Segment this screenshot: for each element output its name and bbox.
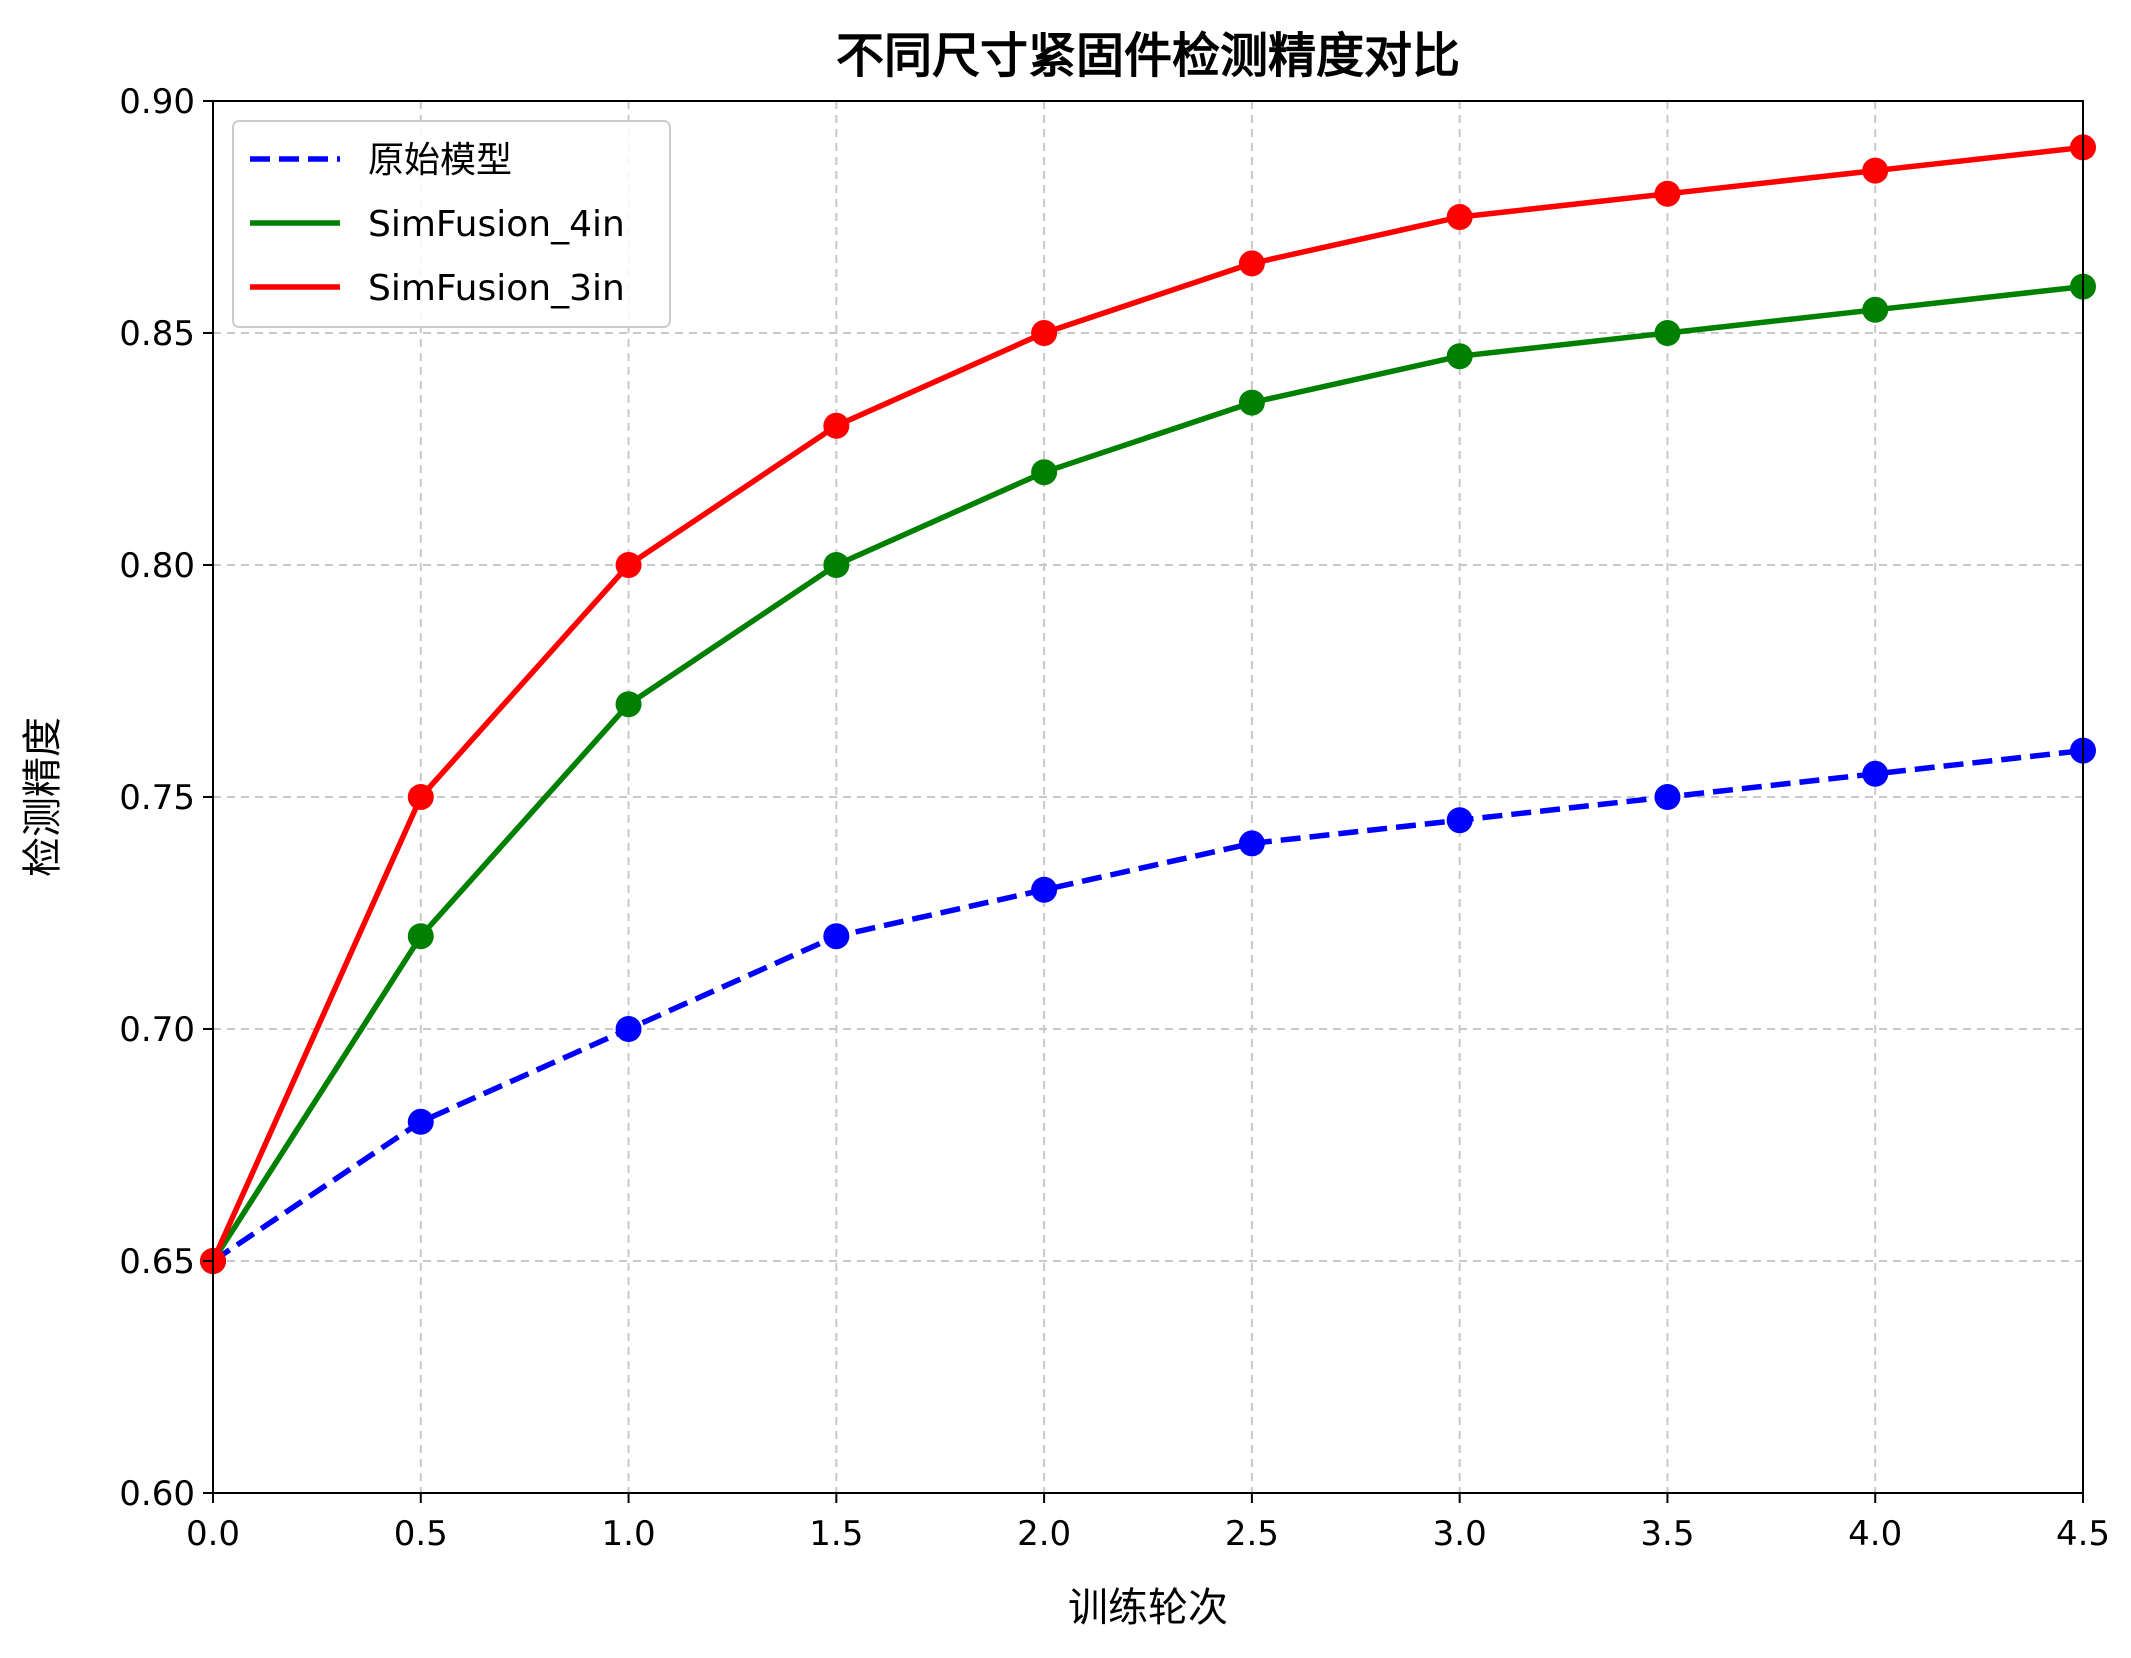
- x-tick-label: 4.0: [1848, 1514, 1902, 1554]
- data-point: [1654, 320, 1681, 346]
- legend-box: [232, 120, 671, 328]
- legend: 原始模型 SimFusion_4in SimFusion_3in: [232, 120, 671, 328]
- legend-label: SimFusion_3in: [368, 268, 625, 309]
- data-point: [407, 784, 434, 810]
- x-tick-label: 2.5: [1225, 1514, 1279, 1554]
- y-tick-label: 0.75: [119, 778, 195, 818]
- series-line: [210, 144, 2084, 1263]
- data-point: [823, 552, 850, 578]
- data-point: [1031, 459, 1058, 486]
- data-point: [615, 552, 642, 578]
- y-axis-title: 检测精度: [20, 717, 66, 877]
- legend-label: 原始模型: [368, 140, 512, 181]
- y-tick-label: 0.85: [119, 314, 195, 354]
- x-tick-label: 3.0: [1433, 1514, 1487, 1554]
- x-axis-title: 训练轮次: [1068, 1585, 1228, 1631]
- series-line: [211, 747, 2084, 1264]
- x-tick-label: 0.5: [394, 1514, 448, 1554]
- y-tick-label: 0.80: [119, 546, 195, 586]
- y-tick-label: 0.90: [119, 82, 195, 122]
- data-point: [1031, 876, 1058, 903]
- ticks: 0.0 0.5 1.0 1.5 2.0 2.5 3.0 3.5 4.0 4.5 0.60 0.65 0.…: [119, 82, 2110, 1554]
- x-tick-label: 1.5: [809, 1514, 863, 1554]
- data-point: [407, 1108, 434, 1135]
- data-point: [1654, 180, 1681, 207]
- x-tick-label: 0.0: [186, 1514, 240, 1554]
- data-point: [615, 1016, 642, 1042]
- y-tick-label: 0.65: [119, 1242, 195, 1282]
- x-tick-label: 2.0: [1017, 1514, 1071, 1554]
- x-tick-label: 3.5: [1640, 1514, 1694, 1554]
- data-point: [823, 923, 850, 950]
- x-tick-label: 1.0: [602, 1514, 656, 1554]
- data-point: [823, 412, 850, 439]
- chart-title: 不同尺寸紧固件检测精度对比: [836, 28, 1460, 84]
- y-tick-label: 0.70: [119, 1010, 195, 1050]
- data-point: [1238, 389, 1265, 416]
- x-tick-label: 4.5: [2056, 1514, 2110, 1554]
- data-point: [1862, 760, 1889, 787]
- data-point: [1031, 320, 1058, 346]
- series-3: [200, 134, 2096, 1274]
- data-point: [1238, 830, 1265, 857]
- legend-label: SimFusion_4in: [368, 204, 625, 245]
- data-point: [1446, 204, 1473, 230]
- data-point: [1446, 807, 1473, 834]
- data-point: [1862, 157, 1889, 184]
- data-point: [1654, 784, 1681, 810]
- data-point: [1238, 250, 1265, 277]
- data-point: [407, 923, 434, 950]
- y-tick-label: 0.60: [119, 1474, 195, 1514]
- series-layer: [200, 134, 2096, 1274]
- series-line: [210, 283, 2084, 1263]
- data-point: [615, 691, 642, 718]
- data-point: [1862, 296, 1889, 323]
- data-point: [1446, 343, 1473, 370]
